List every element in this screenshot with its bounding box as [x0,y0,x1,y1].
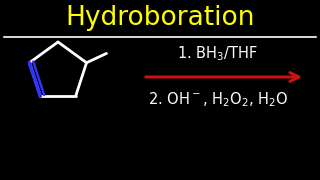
Text: 2. OH$^-$, H$_2$O$_2$, H$_2$O: 2. OH$^-$, H$_2$O$_2$, H$_2$O [148,91,288,109]
Text: 1. BH$_3$/THF: 1. BH$_3$/THF [178,45,259,63]
Text: Hydroboration: Hydroboration [65,5,255,31]
